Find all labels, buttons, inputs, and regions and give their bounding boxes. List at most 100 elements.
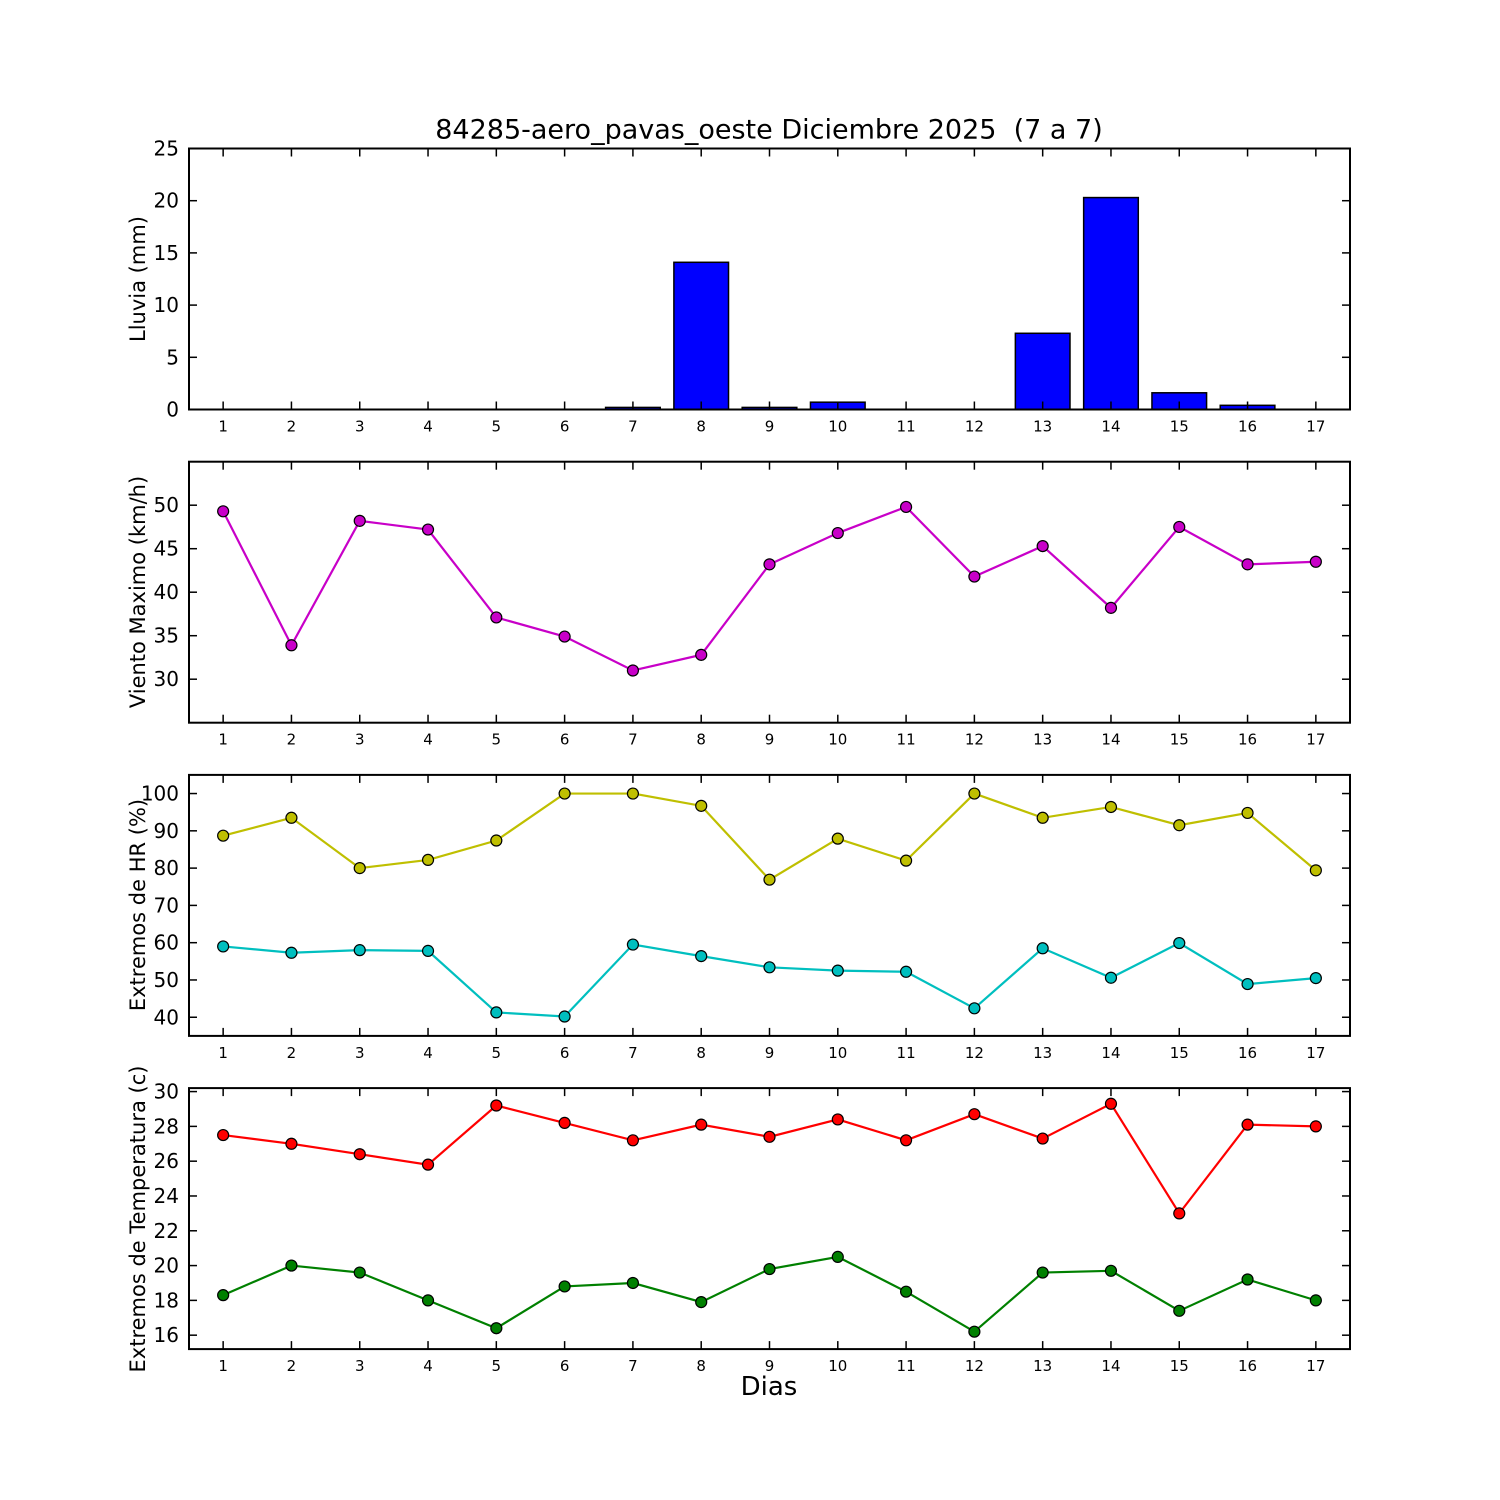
svg-text:2: 2: [287, 418, 297, 436]
svg-text:16: 16: [1238, 731, 1257, 749]
svg-text:6: 6: [560, 418, 570, 436]
svg-text:2: 2: [287, 731, 297, 749]
svg-text:16: 16: [1238, 418, 1257, 436]
svg-text:1: 1: [218, 418, 228, 436]
svg-text:20: 20: [154, 1254, 179, 1278]
svg-text:16: 16: [154, 1323, 179, 1347]
svg-text:14: 14: [1101, 1044, 1120, 1062]
svg-text:15: 15: [1170, 1357, 1189, 1375]
svg-text:50: 50: [154, 968, 179, 992]
svg-text:5: 5: [492, 1357, 502, 1375]
svg-text:13: 13: [1033, 731, 1052, 749]
svg-text:17: 17: [1306, 1357, 1325, 1375]
svg-text:4: 4: [423, 1044, 433, 1062]
svg-text:8: 8: [696, 1357, 706, 1375]
svg-text:9: 9: [765, 418, 775, 436]
svg-text:100: 100: [141, 782, 179, 806]
svg-text:60: 60: [154, 931, 179, 955]
svg-text:18: 18: [154, 1288, 179, 1312]
svg-text:2: 2: [287, 1357, 297, 1375]
svg-text:1: 1: [218, 731, 228, 749]
svg-text:5: 5: [492, 731, 502, 749]
svg-text:11: 11: [897, 418, 916, 436]
svg-text:3: 3: [355, 1357, 365, 1375]
svg-text:10: 10: [828, 1044, 847, 1062]
svg-text:6: 6: [560, 731, 570, 749]
svg-text:4: 4: [423, 731, 433, 749]
svg-text:6: 6: [560, 1044, 570, 1062]
svg-text:15: 15: [1170, 1044, 1189, 1062]
svg-text:17: 17: [1306, 418, 1325, 436]
svg-text:14: 14: [1101, 418, 1120, 436]
svg-text:10: 10: [828, 418, 847, 436]
svg-text:12: 12: [965, 731, 984, 749]
x-axis-label: Dias: [740, 1372, 798, 1402]
svg-text:14: 14: [1101, 731, 1120, 749]
svg-text:0: 0: [166, 398, 179, 422]
svg-text:5: 5: [492, 1044, 502, 1062]
svg-text:40: 40: [154, 580, 179, 604]
svg-text:50: 50: [154, 493, 179, 517]
svg-text:30: 30: [154, 1080, 179, 1104]
svg-text:40: 40: [154, 1005, 179, 1029]
svg-text:15: 15: [154, 241, 179, 265]
svg-text:1: 1: [218, 1357, 228, 1375]
svg-text:12: 12: [965, 1044, 984, 1062]
svg-text:9: 9: [765, 731, 775, 749]
svg-text:7: 7: [628, 731, 638, 749]
svg-text:35: 35: [154, 624, 179, 648]
svg-text:17: 17: [1306, 731, 1325, 749]
svg-text:30: 30: [154, 667, 179, 691]
svg-text:5: 5: [492, 418, 502, 436]
svg-text:4: 4: [423, 418, 433, 436]
svg-text:3: 3: [355, 418, 365, 436]
svg-text:7: 7: [628, 1357, 638, 1375]
svg-text:8: 8: [696, 418, 706, 436]
svg-text:14: 14: [1101, 1357, 1120, 1375]
svg-text:15: 15: [1170, 731, 1189, 749]
svg-text:22: 22: [154, 1219, 179, 1243]
svg-text:10: 10: [828, 731, 847, 749]
svg-text:8: 8: [696, 1044, 706, 1062]
svg-text:13: 13: [1033, 1357, 1052, 1375]
svg-text:28: 28: [154, 1114, 179, 1138]
svg-text:20: 20: [154, 189, 179, 213]
svg-text:9: 9: [765, 1357, 775, 1375]
temperatura-line-chart: 1 2 3 4 5 6 7 8 9 10 11 12 13 14 15 16 17161820222426283…: [154, 1080, 1351, 1375]
svg-text:15: 15: [1170, 418, 1189, 436]
svg-text:25: 25: [154, 137, 179, 161]
svg-text:70: 70: [154, 893, 179, 917]
svg-text:3: 3: [355, 1044, 365, 1062]
svg-text:6: 6: [560, 1357, 570, 1375]
svg-text:1: 1: [218, 1044, 228, 1062]
svg-text:24: 24: [154, 1184, 179, 1208]
svg-text:11: 11: [897, 1357, 916, 1375]
svg-text:17: 17: [1306, 1044, 1325, 1062]
svg-text:12: 12: [965, 1357, 984, 1375]
svg-text:12: 12: [965, 418, 984, 436]
svg-text:9: 9: [765, 1044, 775, 1062]
svg-text:80: 80: [154, 856, 179, 880]
svg-text:11: 11: [897, 731, 916, 749]
svg-text:8: 8: [696, 731, 706, 749]
svg-text:7: 7: [628, 1044, 638, 1062]
svg-text:10: 10: [828, 1357, 847, 1375]
svg-text:45: 45: [154, 537, 179, 561]
svg-text:2: 2: [287, 1044, 297, 1062]
chart-title: 84285-aero_pavas_oeste Diciembre 2025 (7…: [435, 114, 1103, 146]
svg-text:11: 11: [897, 1044, 916, 1062]
svg-text:3: 3: [355, 731, 365, 749]
svg-text:13: 13: [1033, 418, 1052, 436]
svg-text:10: 10: [154, 293, 179, 317]
svg-text:4: 4: [423, 1357, 433, 1375]
svg-text:16: 16: [1238, 1357, 1257, 1375]
svg-text:90: 90: [154, 819, 179, 843]
svg-text:5: 5: [166, 345, 179, 369]
svg-text:26: 26: [154, 1149, 179, 1173]
svg-text:16: 16: [1238, 1044, 1257, 1062]
